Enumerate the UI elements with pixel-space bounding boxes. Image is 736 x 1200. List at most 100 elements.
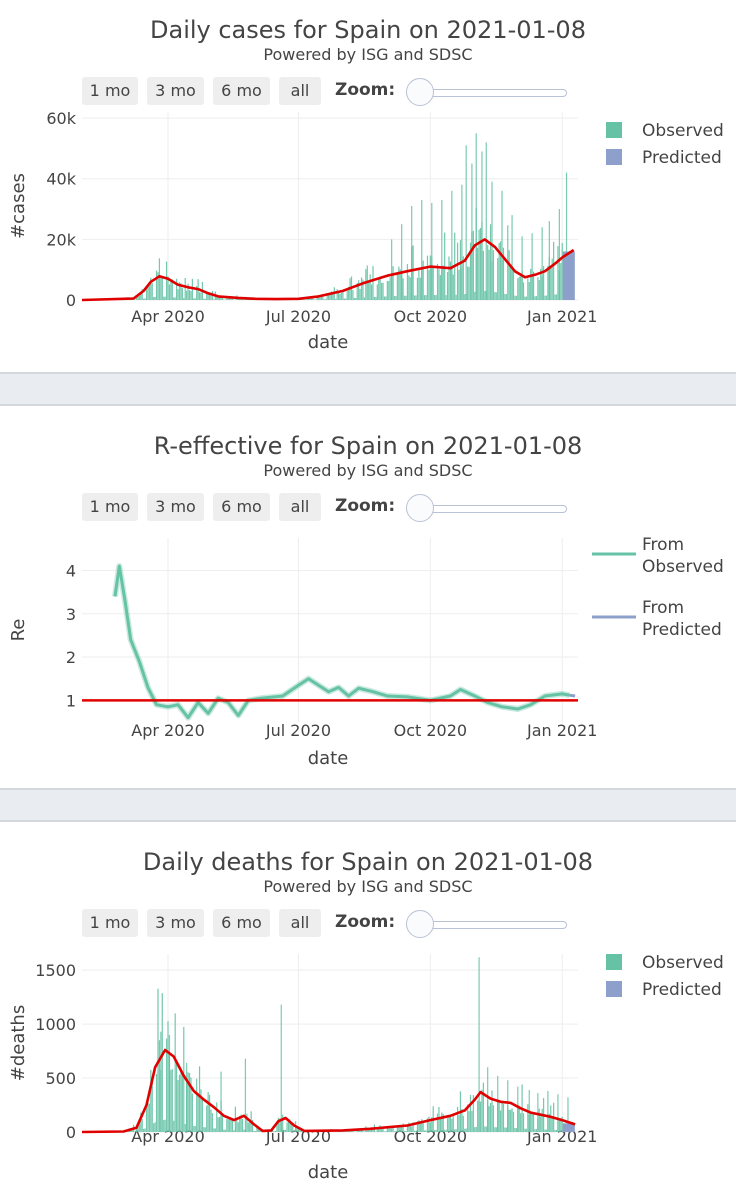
range-1mo-button[interactable]: 1 mo (82, 493, 138, 521)
observed-bar (221, 1112, 224, 1132)
range-6mo-button[interactable]: 6 mo (213, 909, 270, 937)
observed-bar (173, 1120, 175, 1132)
observed-bar (452, 274, 454, 300)
zoom-slider-handle[interactable] (406, 78, 434, 106)
observed-bar (538, 1108, 540, 1132)
observed-bar (148, 285, 150, 300)
observed-bar (426, 255, 429, 300)
observed-bar (187, 283, 189, 300)
observed-bar (224, 1129, 226, 1132)
observed-bar (273, 1131, 275, 1132)
observed-bar (522, 1113, 525, 1132)
chart-subtitle: Powered by ISG and SDSC (263, 461, 473, 480)
range-all-button[interactable]: all (279, 493, 321, 521)
observed-bar (388, 281, 390, 300)
observed-bar (528, 282, 530, 300)
legend-label: Observed (642, 557, 724, 577)
cases-chart: 0 20k 40k 60k Apr 2020 Jul 2020 Oct 2020 Jan 20… (8, 109, 724, 353)
observed-bar (511, 1108, 513, 1132)
x-axis-title: date (308, 1162, 349, 1183)
observed-bar (527, 278, 529, 300)
zoom-slider-handle[interactable] (406, 494, 434, 522)
observed-bar (565, 172, 568, 300)
observed-bar (392, 266, 394, 300)
observed-bar (251, 1119, 254, 1132)
observed-bar (178, 1074, 181, 1132)
observed-bar (177, 289, 179, 300)
observed-bar (475, 133, 477, 300)
observed-bar (246, 1113, 248, 1132)
observed-bar (237, 1122, 239, 1132)
observed-bar (147, 285, 149, 300)
observed-bar (168, 1034, 171, 1132)
observed-bar (537, 1093, 539, 1132)
predicted-bar (572, 251, 575, 300)
observed-bar (494, 1127, 496, 1132)
range-1mo-button[interactable]: 1 mo (82, 909, 138, 937)
range-1mo-button[interactable]: 1 mo (82, 77, 138, 105)
observed-bar (391, 239, 393, 300)
range-all-button[interactable]: all (279, 77, 321, 105)
observed-bar (254, 1131, 257, 1132)
observed-bar (141, 289, 143, 300)
observed-bar (445, 1129, 447, 1132)
observed-bar (279, 1118, 281, 1132)
observed-bar (409, 1123, 411, 1132)
observed-bar (521, 236, 523, 300)
observed-bar (198, 292, 201, 300)
observed-bar (415, 295, 417, 300)
observed-bar (203, 1127, 205, 1132)
observed-bar (277, 1117, 280, 1132)
observed-bar (170, 1070, 172, 1132)
observed-bar (442, 265, 444, 300)
observed-bar (289, 1119, 291, 1132)
observed-bar (435, 295, 437, 300)
observed-bar (442, 1114, 444, 1132)
observed-bar (479, 1101, 482, 1132)
y-tick-label: 20k (46, 230, 76, 249)
observed-bar (497, 258, 499, 300)
observed-bar (554, 1129, 556, 1132)
observed-bar (524, 296, 526, 300)
predicted-bar (564, 1123, 567, 1132)
observed-bar (425, 1130, 427, 1132)
observed-bar (329, 293, 331, 300)
observed-bar (201, 1098, 204, 1132)
legend-label: From (642, 598, 684, 618)
observed-bar (243, 1129, 245, 1132)
observed-bar (226, 296, 228, 300)
observed-bar (448, 1115, 450, 1132)
legend-label: Observed (642, 953, 724, 973)
observed-bar (412, 245, 414, 300)
observed-bar (497, 1075, 499, 1132)
observed-bar (429, 1122, 431, 1132)
observed-bar (283, 1129, 285, 1132)
observed-bar (558, 209, 560, 300)
observed-bar (461, 184, 463, 300)
observed-bar (360, 277, 363, 300)
observed-bar (547, 265, 549, 300)
range-3mo-button[interactable]: 3 mo (147, 909, 204, 937)
range-all-button[interactable]: all (279, 909, 321, 937)
observed-bar (229, 1118, 231, 1132)
observed-bar (474, 291, 476, 300)
range-6mo-button[interactable]: 6 mo (213, 77, 270, 105)
range-3mo-button[interactable]: 3 mo (147, 493, 204, 521)
observed-bar (452, 1113, 454, 1132)
observed-bar (194, 1126, 196, 1132)
observed-bar (512, 1111, 515, 1132)
predicted-re-line (569, 693, 576, 698)
observed-bar (359, 289, 361, 300)
range-6mo-button[interactable]: 6 mo (213, 493, 270, 521)
zoom-slider-handle[interactable] (406, 910, 434, 938)
observed-bar (280, 1004, 282, 1132)
observed-bar (165, 1038, 168, 1132)
observed-bar (522, 282, 525, 300)
observed-bar (171, 279, 173, 300)
observed-bar (422, 260, 424, 300)
observed-bar (517, 278, 519, 300)
observed-bar (518, 276, 520, 300)
range-3mo-button[interactable]: 3 mo (147, 77, 204, 105)
legend-swatch (606, 981, 622, 997)
